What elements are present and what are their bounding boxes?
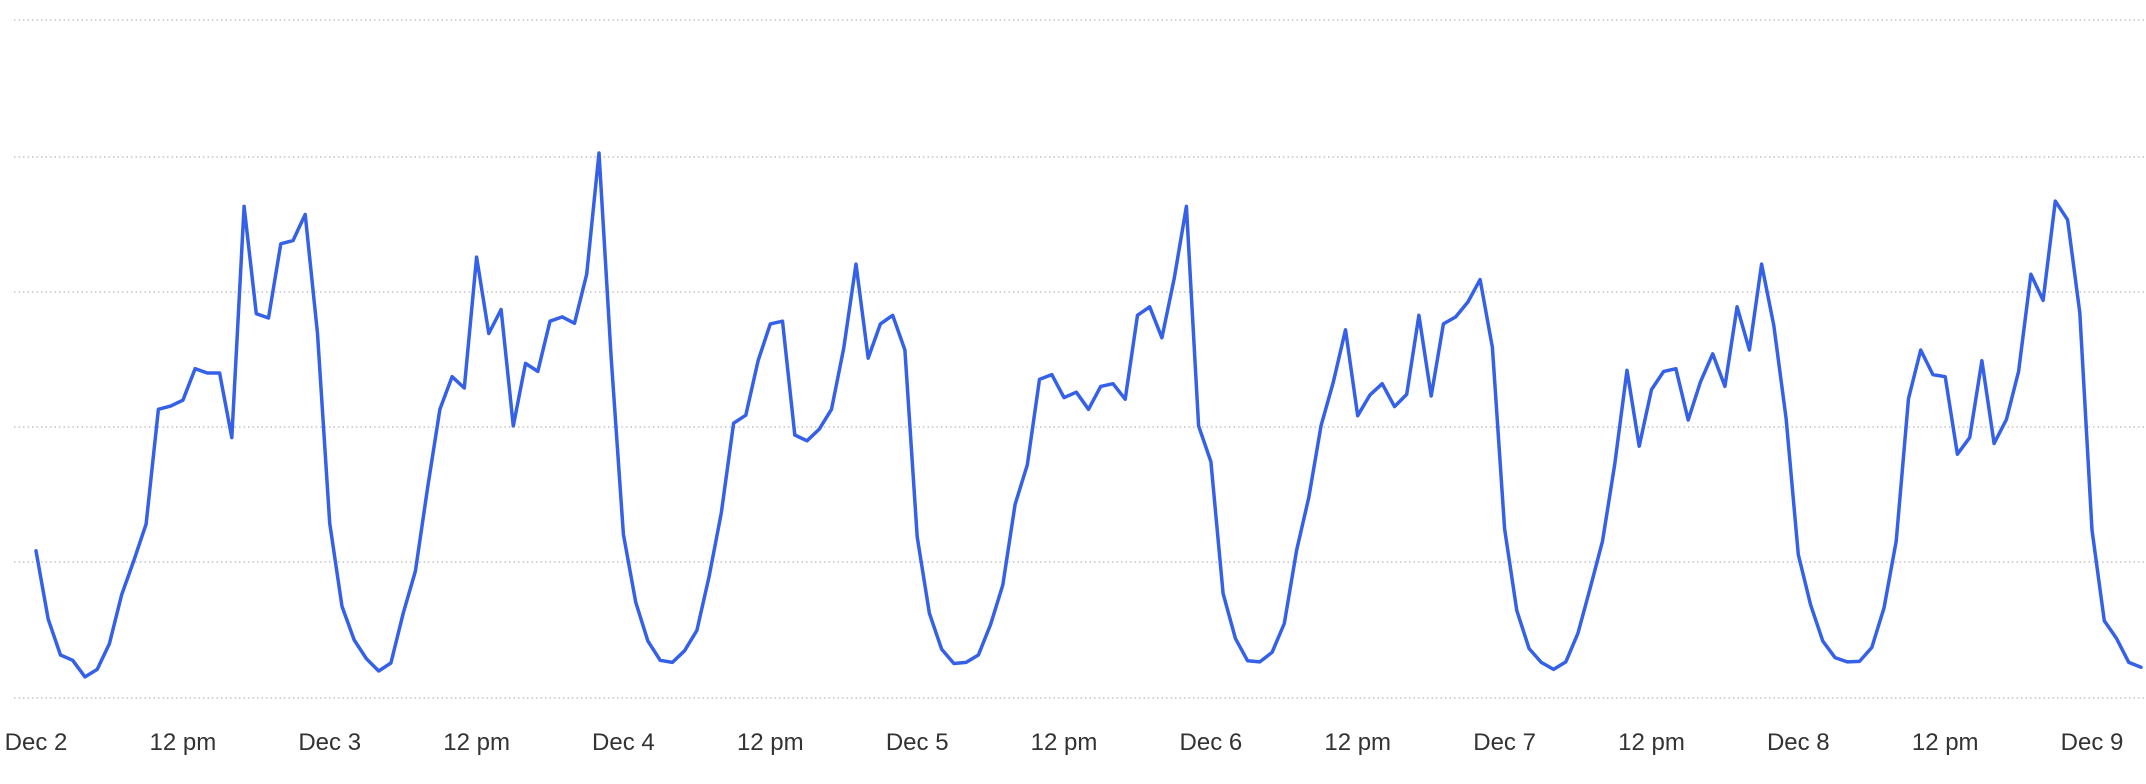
x-tick-label: Dec 8 [1767,729,1830,756]
x-tick-label: Dec 9 [2061,729,2124,756]
x-tick-label: Dec 6 [1180,729,1243,756]
gridlines [14,19,2146,699]
x-tick-label: Dec 2 [5,729,68,756]
x-tick-label: Dec 3 [298,729,361,756]
x-tick-label: 12 pm [737,729,804,756]
x-tick-label: 12 pm [1324,729,1391,756]
series-layer [34,151,2143,679]
series-line-1 [34,151,2143,679]
x-tick-label: Dec 5 [886,729,949,756]
x-tick-label: 12 pm [1031,729,1098,756]
x-tick-label: 12 pm [1912,729,1979,756]
x-tick-label: 12 pm [150,729,217,756]
x-axis-tick-labels: Dec 2 12 pm Dec 3 12 pm Dec 4 12 pm Dec 5 12 pm… [5,729,2124,756]
x-tick-label: Dec 4 [592,729,655,756]
x-tick-label: Dec 7 [1473,729,1536,756]
x-tick-label: 12 pm [1618,729,1685,756]
x-tick-label: 12 pm [443,729,510,756]
